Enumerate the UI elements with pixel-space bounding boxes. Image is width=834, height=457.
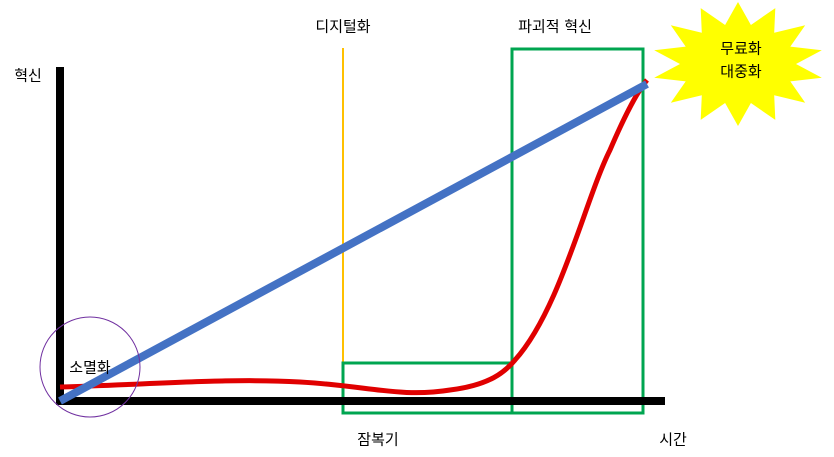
- burst-label: 무료화: [720, 40, 762, 58]
- red-curve: [59, 78, 649, 396]
- disruption-box: [510, 47, 645, 415]
- x-axis-label: 시간: [659, 431, 687, 449]
- burst-star: [654, 2, 822, 126]
- extinction-circle: [39, 316, 141, 418]
- extinction-label: 소멸화: [69, 359, 111, 377]
- latency-label: 잠복기: [357, 431, 398, 449]
- y-axis-label: 혁신: [14, 67, 42, 85]
- digitalization-label: 디지털화: [315, 18, 370, 36]
- burst-label: 대중화: [720, 63, 762, 81]
- blue-line: [58, 80, 649, 405]
- disruption-label: 파괴적 혁신: [518, 18, 592, 36]
